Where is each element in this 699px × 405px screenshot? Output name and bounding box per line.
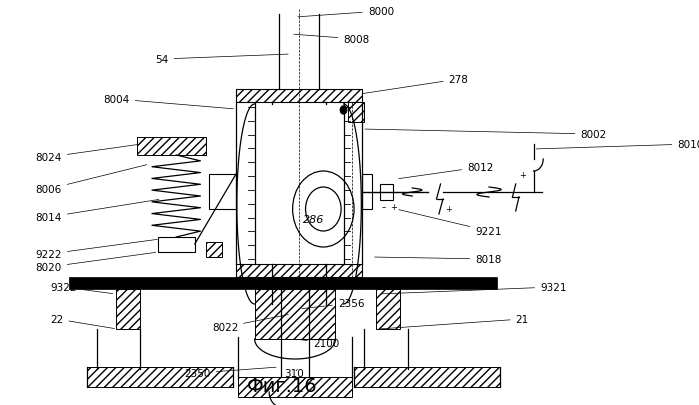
- Text: 9322: 9322: [50, 282, 113, 294]
- Text: 22: 22: [50, 314, 115, 329]
- Text: 9321: 9321: [381, 282, 566, 294]
- Text: +: +: [390, 203, 397, 212]
- Bar: [354, 367, 500, 387]
- Text: 9221: 9221: [399, 210, 502, 237]
- Text: 8006: 8006: [36, 165, 147, 194]
- Text: 8012: 8012: [399, 162, 493, 179]
- Bar: [362, 175, 372, 209]
- Text: 286: 286: [303, 215, 324, 224]
- Text: 8014: 8014: [36, 200, 159, 222]
- Text: 8000: 8000: [298, 7, 394, 18]
- Text: 8010: 8010: [536, 140, 699, 149]
- Bar: [138, 138, 206, 156]
- Bar: [254, 289, 336, 339]
- Bar: [158, 237, 195, 252]
- Bar: [208, 175, 236, 209]
- Text: +: +: [445, 205, 452, 214]
- Text: 278: 278: [363, 75, 468, 94]
- Bar: [69, 277, 497, 289]
- Text: 8018: 8018: [375, 254, 502, 264]
- Text: 9222: 9222: [36, 240, 157, 259]
- Text: +: +: [519, 170, 526, 179]
- Text: 8004: 8004: [103, 95, 233, 109]
- Bar: [236, 264, 362, 277]
- Text: 8022: 8022: [212, 315, 288, 332]
- Text: 8024: 8024: [36, 145, 138, 162]
- Bar: [238, 377, 352, 397]
- Bar: [347, 103, 363, 123]
- Bar: [380, 185, 393, 200]
- Text: 54: 54: [155, 55, 288, 65]
- Text: 2356: 2356: [302, 298, 364, 309]
- Text: 8002: 8002: [365, 130, 607, 140]
- Text: Фиг.16: Фиг.16: [247, 376, 317, 395]
- Text: 8008: 8008: [294, 35, 370, 45]
- Bar: [236, 90, 362, 103]
- Bar: [376, 289, 400, 329]
- Bar: [87, 367, 233, 387]
- Bar: [115, 289, 140, 329]
- Text: –: –: [382, 203, 386, 212]
- Text: 2350: 2350: [185, 367, 276, 378]
- Text: 8020: 8020: [36, 253, 156, 272]
- Text: 310: 310: [284, 368, 304, 378]
- Circle shape: [340, 107, 347, 115]
- Bar: [206, 243, 222, 257]
- Text: 21: 21: [381, 314, 529, 329]
- Text: 2100: 2100: [298, 338, 339, 348]
